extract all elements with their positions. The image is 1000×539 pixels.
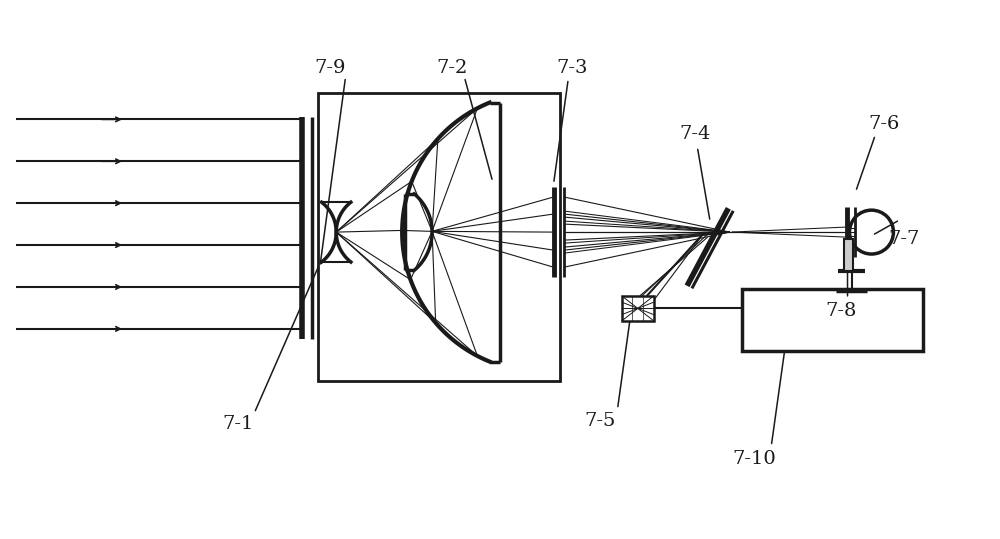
Text: 7-4: 7-4 (679, 126, 710, 143)
Text: 7-8: 7-8 (826, 302, 857, 320)
Text: 7-10: 7-10 (733, 450, 777, 467)
Text: 7-3: 7-3 (556, 59, 588, 77)
Bar (742, 289, 923, 351)
Text: 7-5: 7-5 (584, 412, 616, 430)
Text: 7-7: 7-7 (889, 230, 920, 248)
Bar (318, 93, 560, 381)
Bar (622, 296, 654, 321)
Text: 7-9: 7-9 (314, 59, 346, 77)
Text: 7-6: 7-6 (869, 115, 900, 133)
Bar (844, 239, 853, 271)
Text: 7-2: 7-2 (436, 59, 468, 77)
Bar (844, 239, 853, 271)
Text: 7-1: 7-1 (223, 414, 254, 433)
